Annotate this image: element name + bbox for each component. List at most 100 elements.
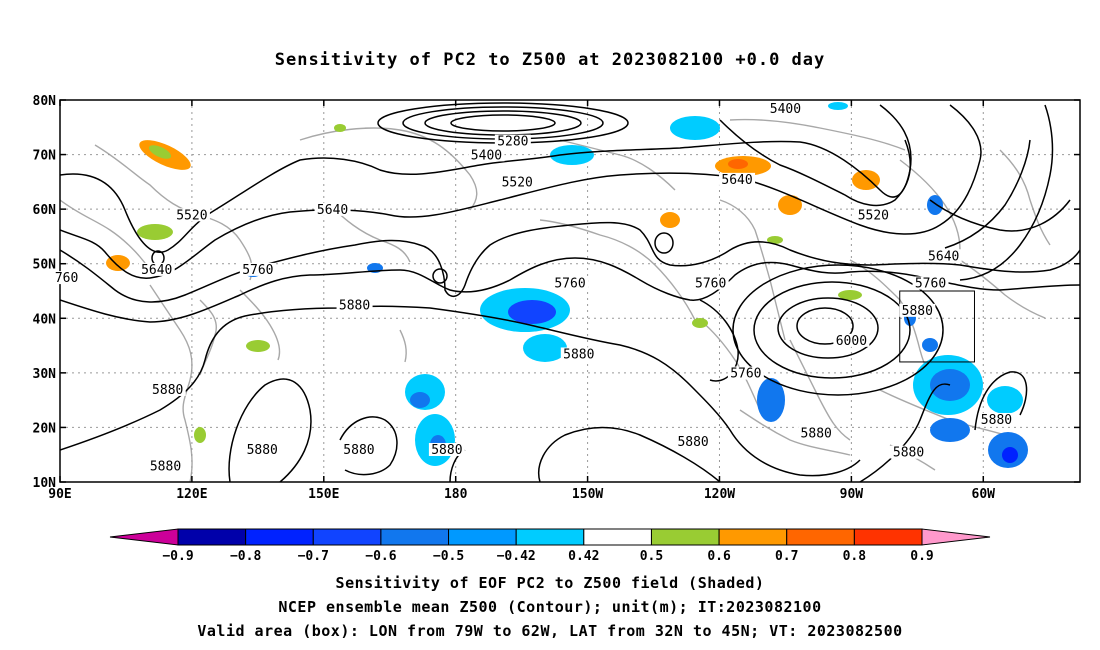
lon-tick-label: 120E bbox=[176, 487, 207, 502]
lon-tick-label: 150W bbox=[572, 487, 603, 502]
colorbar-upper-extension bbox=[921, 528, 991, 546]
colorbar: −0.9 −0.8 −0.7 −0.6 −0.5 −0.42 0.42 0.5 0.6 0.7 0.… bbox=[109, 528, 991, 564]
colorbar-swatch bbox=[583, 528, 652, 546]
lon-tick-label: 180 bbox=[444, 487, 468, 502]
colorbar-label: −0.42 bbox=[497, 549, 536, 564]
colorbar-swatch bbox=[786, 528, 855, 546]
contour-label-bg bbox=[925, 249, 962, 263]
colorbar-label: −0.9 bbox=[162, 549, 193, 564]
contour-label-bg bbox=[798, 426, 835, 440]
contour-label: 5880 bbox=[150, 459, 181, 474]
coastlines bbox=[60, 118, 1051, 482]
contour-label-bg bbox=[428, 442, 465, 456]
contour-label: 5400 bbox=[770, 102, 801, 117]
colorbar-label: 0.42 bbox=[568, 549, 599, 564]
colorbar-label: 0.8 bbox=[843, 549, 867, 564]
contour-label-bg bbox=[314, 202, 351, 216]
colorbar-label: 0.5 bbox=[640, 549, 663, 564]
contour-label: 5880 bbox=[981, 413, 1012, 428]
contour-label: 5880 bbox=[247, 443, 278, 458]
contour-label-bg bbox=[560, 347, 597, 361]
lon-tick-label: 150E bbox=[308, 487, 339, 502]
caption-line-1: Sensitivity of EOF PC2 to Z500 field (Sh… bbox=[335, 574, 765, 592]
contour-label: 5880 bbox=[152, 383, 183, 398]
contour-label: 5520 bbox=[502, 176, 533, 191]
contour-label-bg bbox=[494, 134, 531, 148]
contour-label-bg bbox=[719, 172, 756, 186]
plot-frame bbox=[59, 99, 1081, 483]
contour-label: 5880 bbox=[902, 304, 933, 319]
contour-label-bg bbox=[336, 298, 373, 312]
colorbar-swatch bbox=[177, 528, 247, 546]
lon-tick-label: 120W bbox=[704, 487, 735, 502]
contour-label: 5880 bbox=[431, 443, 462, 458]
sensitivity-shading bbox=[106, 102, 1028, 468]
contour-label-bg bbox=[855, 208, 892, 222]
chart-title: Sensitivity of PC2 to Z500 at 2023082100… bbox=[274, 50, 826, 70]
lat-tick-label: 40N bbox=[33, 312, 57, 327]
colorbar-label: 0.9 bbox=[910, 549, 933, 564]
colorbar-lower-extension bbox=[109, 528, 179, 546]
contour-label: 5760 bbox=[242, 263, 273, 278]
contour-label-bg bbox=[978, 412, 1015, 426]
lat-tick-label: 60N bbox=[33, 203, 57, 218]
caption-line-3: Valid area (box): LON from 79W to 62W, L… bbox=[197, 622, 903, 640]
contour-label: 5760 bbox=[695, 277, 726, 292]
contour-label: 5880 bbox=[339, 298, 370, 313]
contour-label-bg bbox=[692, 276, 729, 290]
contour-label-bg bbox=[833, 333, 870, 347]
contour-label: 5520 bbox=[858, 208, 889, 223]
colorbar-swatch bbox=[245, 528, 314, 546]
lat-tick-label: 30N bbox=[33, 367, 57, 382]
colorbar-label: −0.7 bbox=[298, 549, 329, 564]
colorbar-swatch bbox=[312, 528, 382, 546]
contour-label: 6000 bbox=[836, 334, 867, 349]
contour-label-bg bbox=[239, 262, 276, 276]
contour-label: 5880 bbox=[563, 347, 594, 362]
lon-tick-label: 90E bbox=[48, 487, 71, 502]
lat-tick-label: 80N bbox=[33, 94, 57, 109]
lon-tick-label: 60W bbox=[972, 487, 996, 502]
lat-tick-label: 70N bbox=[33, 149, 57, 164]
contour-label-bg bbox=[890, 445, 927, 459]
colorbar-swatch bbox=[380, 528, 450, 546]
lat-tick-label: 10N bbox=[33, 476, 57, 491]
z500-contours bbox=[60, 102, 1080, 482]
contour-label-bg bbox=[52, 271, 81, 285]
contour-label: 5880 bbox=[893, 446, 924, 461]
contour-label-bg bbox=[244, 442, 281, 456]
contour-label-bg bbox=[173, 208, 210, 222]
contour-label-bg bbox=[340, 442, 377, 456]
contour-label: 5520 bbox=[176, 208, 207, 223]
lon-tick-label: 90W bbox=[840, 487, 864, 502]
contour-label: 5880 bbox=[343, 443, 374, 458]
contour-label: 5640 bbox=[928, 249, 959, 264]
contour-label-bg bbox=[899, 303, 936, 317]
contour-label-bg bbox=[468, 148, 505, 162]
colorbar-label: 0.6 bbox=[707, 549, 731, 564]
contour-label: 5400 bbox=[471, 148, 502, 163]
contour-label-bg bbox=[499, 175, 536, 189]
contour-label: 5760 bbox=[554, 277, 585, 292]
contour-label: 5280 bbox=[497, 135, 528, 150]
contour-label-bg bbox=[552, 276, 588, 290]
contour-label-bg bbox=[727, 366, 764, 380]
contour-label-bg bbox=[147, 459, 184, 473]
lat-tick-label: 20N bbox=[33, 421, 57, 436]
contour-label: 760 bbox=[55, 271, 78, 286]
contour-label-bg bbox=[138, 262, 175, 276]
contour-label-bg bbox=[767, 101, 804, 115]
contour-label-bg bbox=[912, 276, 949, 290]
colorbar-swatch bbox=[650, 528, 720, 546]
caption-line-2: NCEP ensemble mean Z500 (Contour); unit(… bbox=[278, 598, 822, 616]
colorbar-label: 0.7 bbox=[775, 549, 798, 564]
contour-label-bg bbox=[149, 382, 186, 396]
colorbar-swatch bbox=[718, 528, 788, 546]
colorbar-label: −0.6 bbox=[365, 549, 396, 564]
colorbar-label: −0.8 bbox=[230, 549, 261, 564]
contour-label: 5640 bbox=[317, 203, 348, 218]
colorbar-swatch bbox=[853, 528, 923, 546]
